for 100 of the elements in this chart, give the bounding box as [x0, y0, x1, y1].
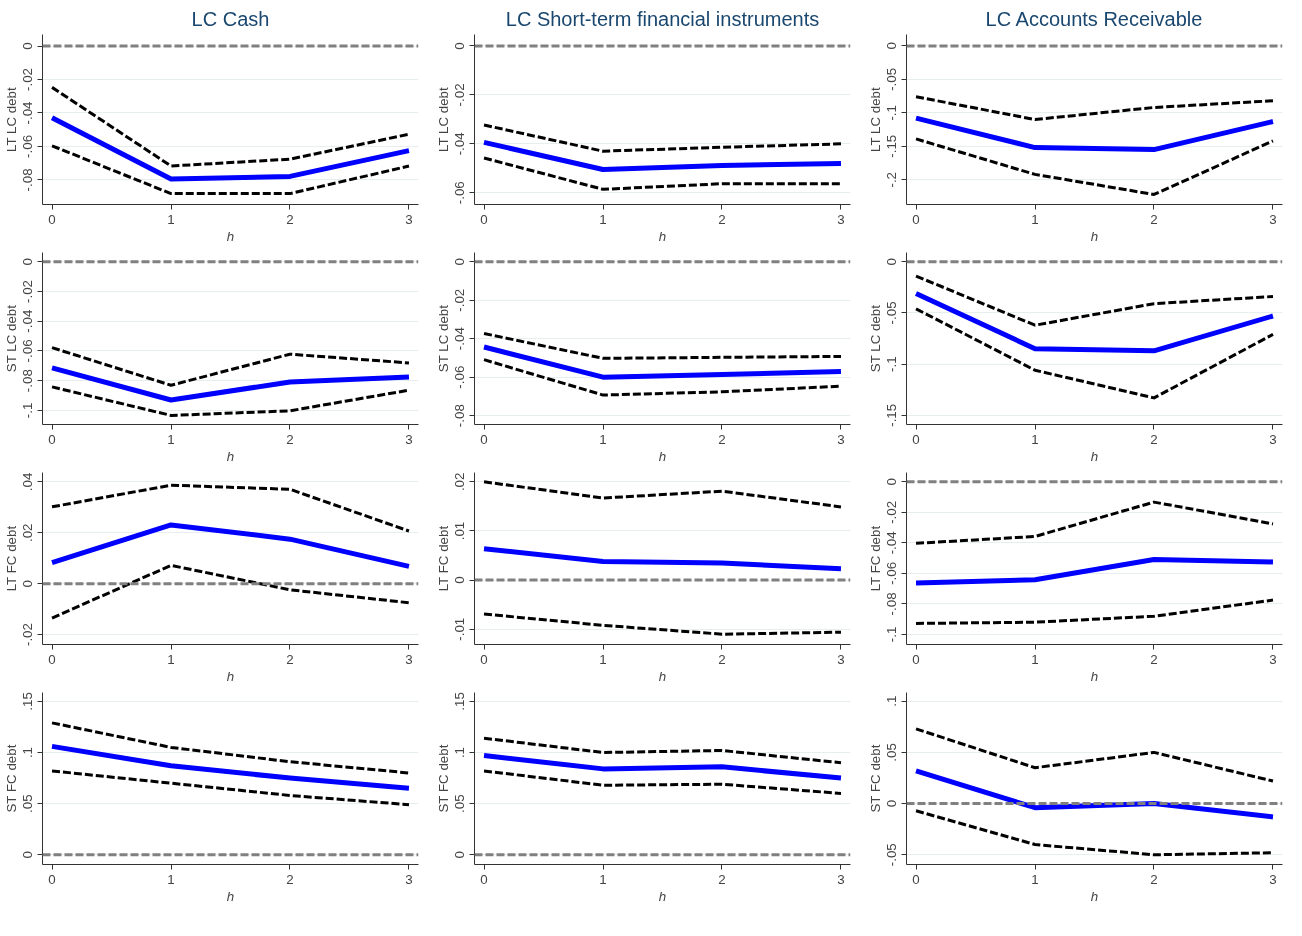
x-tick-label: 1	[1031, 871, 1039, 887]
x-tick-label: 3	[405, 871, 413, 887]
y-tick-label: 0	[884, 478, 900, 486]
y-tick-label: -.02	[452, 83, 468, 107]
x-tick-label: 3	[1269, 871, 1277, 887]
y-tick-label: 0	[452, 258, 468, 266]
x-tick-label: 3	[837, 211, 845, 227]
y-tick-label: -.06	[452, 365, 468, 389]
x-tick-label: 1	[599, 431, 607, 447]
x-tick-label: 2	[286, 871, 294, 887]
y-tick-label: -.08	[452, 404, 468, 428]
x-axis-title: h	[226, 888, 235, 904]
y-tick-label: -.05	[884, 67, 900, 91]
y-tick-label: -.04	[884, 530, 900, 555]
x-axis-title: h	[226, 228, 235, 244]
x-tick-label: 2	[718, 651, 726, 667]
x-tick-label: 2	[1150, 651, 1158, 667]
x-tick-label: 2	[286, 211, 294, 227]
y-axis-title: ST LC debt	[867, 304, 883, 373]
y-tick-label: -.08	[884, 592, 900, 616]
x-tick-label: 1	[1031, 431, 1039, 447]
x-axis-title: h	[658, 888, 667, 904]
y-tick-label: -.2	[884, 171, 900, 188]
x-tick-label: 0	[912, 871, 920, 887]
y-tick-label: 0	[20, 851, 36, 859]
x-tick-label: 1	[599, 871, 607, 887]
y-tick-label: .1	[452, 746, 468, 759]
x-tick-label: 0	[480, 871, 488, 887]
y-tick-label: 0	[884, 799, 900, 808]
y-tick-label: 0	[884, 258, 900, 266]
x-tick-label: 3	[837, 871, 845, 887]
x-axis-title: h	[226, 448, 235, 464]
x-axis-title: h	[658, 228, 667, 244]
y-tick-label: -.1	[884, 105, 900, 121]
x-tick-label: 1	[167, 651, 175, 667]
x-tick-label: 3	[1269, 431, 1277, 447]
y-tick-label: 0	[452, 576, 468, 584]
y-tick-label: 0	[452, 42, 468, 50]
x-tick-label: 3	[837, 431, 845, 447]
x-tick-label: 3	[1269, 211, 1277, 227]
y-tick-label: .05	[884, 743, 900, 762]
y-tick-label: -.05	[884, 843, 900, 867]
y-axis-title: ST FC debt	[435, 744, 451, 813]
y-axis-title: LT FC debt	[435, 525, 451, 592]
y-tick-label: .01	[452, 521, 468, 541]
y-tick-label: -.04	[452, 326, 468, 351]
x-tick-label: 0	[480, 651, 488, 667]
y-tick-label: .02	[20, 523, 36, 543]
x-tick-label: 1	[167, 871, 175, 887]
y-tick-label: -.04	[452, 131, 468, 156]
x-axis-title: h	[658, 668, 667, 684]
y-tick-label: -.01	[452, 617, 468, 641]
y-axis-title: LT LC debt	[867, 86, 883, 152]
x-tick-label: 1	[167, 431, 175, 447]
y-axis-title: ST FC debt	[867, 744, 883, 813]
y-tick-label: -.04	[20, 100, 36, 125]
x-axis-title: h	[658, 448, 667, 464]
y-tick-label: -.08	[20, 369, 36, 393]
y-axis-title: LT LC debt	[3, 86, 19, 152]
x-tick-label: 2	[1150, 211, 1158, 227]
y-tick-label: -.06	[20, 339, 36, 363]
y-axis-title: LT FC debt	[3, 525, 19, 592]
x-tick-label: 3	[405, 211, 413, 227]
x-tick-label: 2	[718, 871, 726, 887]
y-tick-label: .1	[884, 695, 900, 707]
x-tick-label: 3	[405, 651, 413, 667]
x-tick-label: 1	[599, 211, 607, 227]
x-tick-label: 2	[1150, 431, 1158, 447]
y-tick-label: .05	[452, 794, 468, 813]
x-tick-label: 2	[286, 651, 294, 667]
x-axis-title: h	[226, 668, 235, 684]
y-tick-label: .02	[452, 472, 468, 492]
y-tick-label: -.02	[20, 279, 36, 303]
y-tick-label: -.1	[884, 626, 900, 643]
y-axis-title: LT LC debt	[435, 86, 451, 152]
x-tick-label: 2	[1150, 871, 1158, 887]
x-tick-label: 2	[718, 431, 726, 447]
x-tick-label: 3	[1269, 651, 1277, 667]
y-tick-label: .04	[20, 472, 36, 492]
y-tick-label: -.02	[452, 288, 468, 312]
y-tick-label: 0	[20, 42, 36, 50]
x-tick-label: 0	[48, 871, 56, 887]
y-tick-label: -.15	[884, 134, 900, 158]
y-tick-label: -.1	[20, 402, 36, 419]
x-tick-label: 0	[912, 431, 920, 447]
y-tick-label: -.02	[20, 623, 36, 647]
x-tick-label: 1	[1031, 651, 1039, 667]
x-tick-label: 0	[480, 431, 488, 447]
y-tick-label: .15	[452, 692, 468, 711]
x-tick-label: 1	[599, 651, 607, 667]
x-tick-label: 2	[286, 431, 294, 447]
x-tick-label: 0	[48, 211, 56, 227]
y-tick-label: 0	[884, 42, 900, 50]
y-tick-label: 0	[20, 258, 36, 266]
x-tick-label: 0	[912, 211, 920, 227]
y-axis-title: ST LC debt	[3, 304, 19, 373]
x-tick-label: 0	[480, 211, 488, 227]
x-tick-label: 1	[1031, 211, 1039, 227]
y-tick-label: -.06	[884, 561, 900, 585]
y-axis-title: LT FC debt	[867, 525, 883, 592]
